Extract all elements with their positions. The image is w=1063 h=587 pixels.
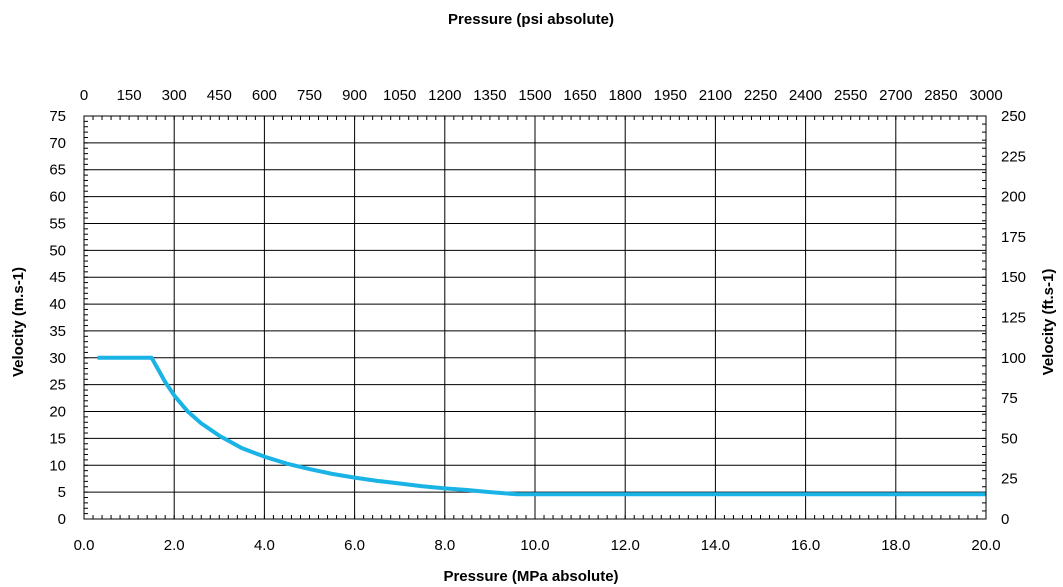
x-tick-label: 12.0 (611, 537, 640, 554)
x-tick-label: 2.0 (164, 537, 185, 554)
x2-tick-label: 1200 (428, 87, 461, 104)
x2-tick-label: 3000 (969, 87, 1002, 104)
x-tick-label: 6.0 (344, 537, 365, 554)
y-tick-label: 35 (49, 323, 66, 340)
y2-tick-label: 200 (1001, 189, 1026, 206)
y2-tick-label: 225 (1001, 148, 1026, 165)
x2-tick-label: 900 (342, 87, 367, 104)
y2-tick-label: 150 (1001, 269, 1026, 286)
series-layer (97, 355, 986, 497)
x-tick-label: 14.0 (701, 537, 730, 554)
x2-tick-label: 0 (80, 87, 88, 104)
minor-ticks (83, 115, 987, 520)
grid (84, 116, 986, 519)
y-tick-label: 65 (49, 162, 66, 179)
x2-tick-label: 2100 (699, 87, 732, 104)
y2-tick-label: 250 (1001, 108, 1026, 125)
y-tick-label: 20 (49, 404, 66, 421)
x2-tick-label: 1500 (518, 87, 551, 104)
x-tick-label: 16.0 (791, 537, 820, 554)
x2-tick-label: 2250 (744, 87, 777, 104)
y-tick-label: 50 (49, 242, 66, 259)
x-tick-label: 20.0 (971, 537, 1000, 554)
series-line-1 (97, 355, 986, 497)
x2-tick-label: 750 (297, 87, 322, 104)
x-axis-title: Pressure (MPa absolute) (443, 568, 618, 585)
x2-tick-label: 1650 (563, 87, 596, 104)
y-tick-label: 30 (49, 350, 66, 367)
y-tick-label: 60 (49, 189, 66, 206)
y2-tick-label: 175 (1001, 229, 1026, 246)
plot-frame (83, 115, 987, 520)
y2-tick-label: 100 (1001, 350, 1026, 367)
y2-tick-label: 125 (1001, 310, 1026, 327)
x2-tick-label: 150 (117, 87, 142, 104)
x-tick-labels: 0.0 2.0 4.0 6.0 8.0 10.0 12.0 14.0 16.0 18.0 20.0 (74, 537, 1001, 554)
y2-tick-label: 25 (1001, 471, 1018, 488)
y-tick-label: 70 (49, 135, 66, 152)
y2-axis-title: Velocity (ft.s-1) (1040, 269, 1057, 376)
x-tick-label: 0.0 (74, 537, 95, 554)
x2-tick-label: 1350 (473, 87, 506, 104)
y-tick-label: 25 (49, 377, 66, 394)
y2-tick-label: 0 (1001, 511, 1009, 528)
y2-tick-label: 50 (1001, 430, 1018, 447)
y-tick-label: 0 (58, 511, 66, 528)
x2-axis-title: Pressure (psi absolute) (448, 11, 614, 28)
x-tick-label: 4.0 (254, 537, 275, 554)
x2-tick-label: 2700 (879, 87, 912, 104)
y-axis-title: Velocity (m.s-1) (10, 267, 27, 377)
x-tick-label: 8.0 (434, 537, 455, 554)
x2-tick-label: 600 (252, 87, 277, 104)
x2-tick-label: 1800 (609, 87, 642, 104)
y-tick-label: 10 (49, 457, 66, 474)
y-tick-label: 55 (49, 215, 66, 232)
x-tick-label: 18.0 (881, 537, 910, 554)
x2-tick-label: 2550 (834, 87, 867, 104)
x-tick-label: 10.0 (520, 537, 549, 554)
y-tick-label: 75 (49, 108, 66, 125)
x2-tick-label: 2850 (924, 87, 957, 104)
y-tick-label: 5 (58, 484, 66, 501)
x2-tick-label: 2400 (789, 87, 822, 104)
x2-tick-label: 1050 (383, 87, 416, 104)
y-tick-label: 15 (49, 430, 66, 447)
y-tick-label: 45 (49, 269, 66, 286)
y-tick-label: 40 (49, 296, 66, 313)
y2-tick-labels: 0 25 50 75 100 125 150 175 200 225 250 (1001, 108, 1026, 528)
x2-tick-labels: 0 150 300 450 600 750 900 1050 1200 1350 1500 1650 1… (80, 87, 1003, 104)
y-tick-labels: 0 5 10 15 20 25 30 35 40 45 50 55 60 65 70 75 (49, 108, 66, 528)
y2-tick-label: 75 (1001, 390, 1018, 407)
x2-tick-label: 300 (162, 87, 187, 104)
x2-tick-label: 1950 (654, 87, 687, 104)
x2-tick-label: 450 (207, 87, 232, 104)
